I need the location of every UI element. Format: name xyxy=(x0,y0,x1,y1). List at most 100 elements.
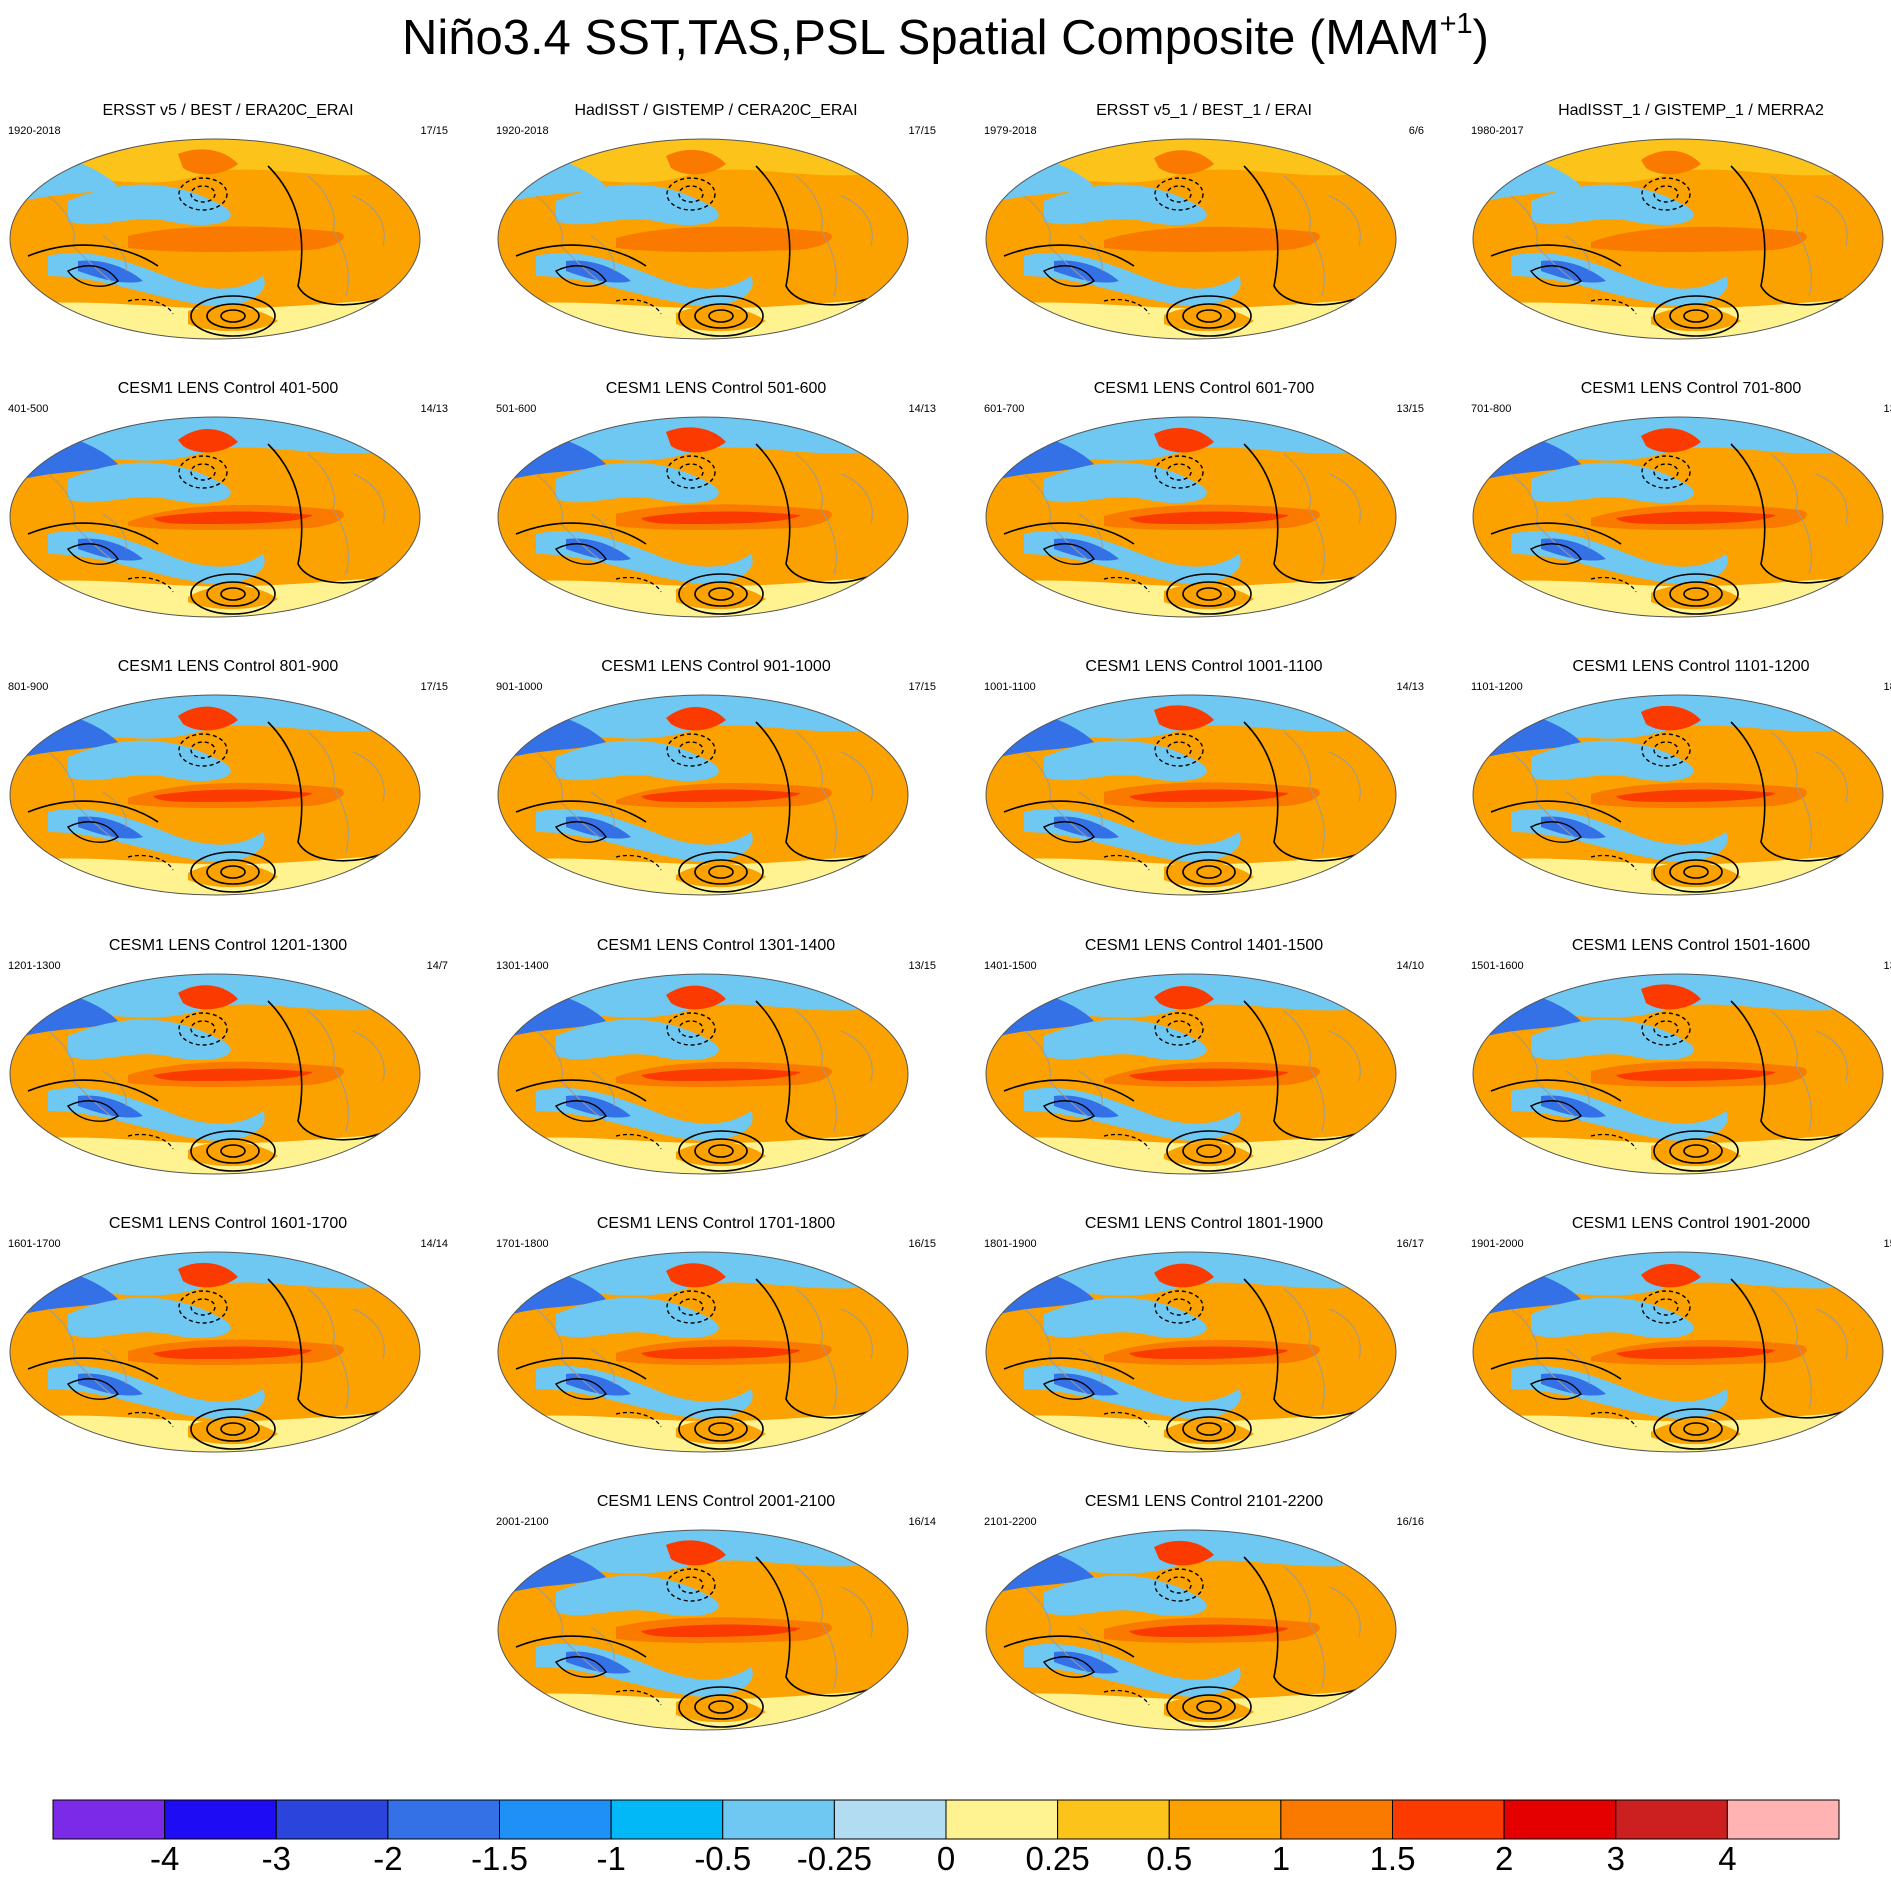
psl-contour xyxy=(1003,721,1365,862)
psl-contour-negative xyxy=(678,463,704,481)
psl-contour xyxy=(678,573,764,615)
equatorial-warm-core xyxy=(1616,789,1776,802)
psl-contour-negative xyxy=(678,1020,704,1038)
composite-panel: CESM1 LENS Control 501-600 501-600 14/13 xyxy=(496,380,936,650)
psl-contour xyxy=(1166,851,1252,893)
psl-contour xyxy=(1529,821,1582,843)
coastline-americas xyxy=(307,453,385,575)
north-pacific-cold-band xyxy=(1531,462,1694,504)
psl-contour xyxy=(1669,1416,1723,1442)
psl-contour xyxy=(66,821,119,843)
arctic-warm-patch xyxy=(178,428,238,453)
psl-contour xyxy=(1683,587,1709,601)
psl-contour xyxy=(1003,1000,1365,1141)
panel-title: CESM1 LENS Control 801-900 xyxy=(117,658,339,675)
panel-title: ERSST v5_1 / BEST_1 / ERAI xyxy=(1096,102,1312,119)
north-pacific-cold-band xyxy=(1044,1297,1207,1339)
composite-panel: CESM1 LENS Control 701-800 701-800 13/15 xyxy=(1471,380,1891,650)
panel-event-count: 14/13 xyxy=(1396,681,1424,693)
colorbar-tick-label: 1 xyxy=(1271,1840,1291,1877)
composite-map xyxy=(9,416,421,618)
psl-contour xyxy=(1529,1100,1582,1122)
psl-contour xyxy=(1196,865,1222,879)
equatorial-warm-core xyxy=(641,233,801,246)
equatorial-warm-core xyxy=(641,789,801,802)
psl-contour xyxy=(1166,1686,1252,1728)
coastline-americas xyxy=(795,731,873,853)
psl-contour xyxy=(1683,309,1709,323)
psl-contour-negative xyxy=(1641,177,1691,211)
panel-period: 2001-2100 xyxy=(496,1516,549,1528)
psl-contour-negative xyxy=(615,576,662,593)
colorbar-segment xyxy=(722,1799,835,1840)
coastline-americas xyxy=(307,1010,385,1132)
composite-panel: CESM1 LENS Control 1201-1300 1201-1300 14/… xyxy=(8,937,448,1207)
psl-contour-negative xyxy=(127,854,174,871)
colorbar-segment xyxy=(1168,1799,1282,1840)
psl-contour xyxy=(1003,165,1365,306)
figure-title: Niño3.4 SST,TAS,PSL Spatial Composite (M… xyxy=(0,9,1891,66)
panel-period: 1920-2018 xyxy=(8,125,61,137)
coastline-americas xyxy=(1770,731,1848,853)
composite-map xyxy=(985,1251,1397,1453)
psl-contour xyxy=(1182,859,1236,885)
psl-contour xyxy=(1182,1138,1236,1164)
psl-contour-negative xyxy=(1653,1298,1679,1316)
psl-contour xyxy=(1042,543,1095,565)
panel-period: 1980-2017 xyxy=(1471,125,1524,137)
psl-contour xyxy=(1669,859,1723,885)
composite-map xyxy=(1472,416,1884,618)
colorbar-tick-label: -1.5 xyxy=(471,1840,528,1877)
panel-period: 1501-1600 xyxy=(1471,960,1524,972)
equatorial-warm-core xyxy=(153,233,313,246)
southern-warm-patch xyxy=(676,863,766,888)
panel-title: CESM1 LENS Control 1401-1500 xyxy=(1084,937,1324,954)
colorbar-segment xyxy=(387,1799,500,1840)
panel-title: CESM1 LENS Control 601-700 xyxy=(1093,380,1315,397)
arctic-warm-patch xyxy=(666,985,726,1010)
composite-map xyxy=(985,138,1397,340)
panel-title: CESM1 LENS Control 501-600 xyxy=(605,380,827,397)
composite-panel: ERSST v5 / BEST / ERA20C_ERAI 1920-2018 17… xyxy=(8,102,448,372)
coastline-americas xyxy=(795,1566,873,1688)
psl-contour xyxy=(1490,721,1852,862)
arctic-warm-patch xyxy=(1641,150,1701,175)
composite-panel: CESM1 LENS Control 1801-1900 1801-1900 16/… xyxy=(984,1215,1424,1485)
composite-map xyxy=(497,1529,909,1731)
psl-contour-negative xyxy=(678,741,704,759)
psl-contour xyxy=(708,1700,734,1714)
psl-contour xyxy=(220,1422,246,1436)
coastline-americas xyxy=(795,453,873,575)
coastline-americas xyxy=(1283,1288,1361,1410)
southern-warm-patch xyxy=(188,863,278,888)
north-pacific-cold-band xyxy=(1044,1019,1207,1061)
psl-contour-negative xyxy=(1154,1568,1204,1602)
map-border xyxy=(1472,694,1884,896)
arctic-warm-patch xyxy=(1641,428,1701,453)
psl-contour-negative xyxy=(678,1298,704,1316)
psl-contour xyxy=(1669,1138,1723,1164)
colorbar-segment xyxy=(1503,1799,1617,1840)
panel-period: 1901-2000 xyxy=(1471,1238,1524,1250)
colorbar-segment xyxy=(1392,1799,1505,1840)
equatorial-warm-core xyxy=(1616,1068,1776,1081)
panel-event-count: 17/15 xyxy=(908,681,936,693)
psl-contour xyxy=(1166,295,1252,337)
coastline-americas xyxy=(1770,1288,1848,1410)
psl-contour-negative xyxy=(1590,576,1637,593)
psl-contour xyxy=(66,543,119,565)
psl-contour xyxy=(1653,1130,1739,1172)
psl-contour-negative xyxy=(1590,1411,1637,1428)
psl-contour xyxy=(694,859,748,885)
colorbar-segment xyxy=(499,1799,612,1840)
psl-contour-negative xyxy=(1641,455,1691,489)
psl-contour xyxy=(708,865,734,879)
psl-contour xyxy=(708,1144,734,1158)
southern-warm-patch xyxy=(188,585,278,610)
arctic-warm-patch xyxy=(666,149,726,175)
colorbar-segment xyxy=(1726,1799,1840,1840)
psl-contour xyxy=(1182,303,1236,329)
panel-title: HadISST / GISTEMP / CERA20C_ERAI xyxy=(574,102,858,119)
psl-contour xyxy=(66,1100,119,1122)
psl-contour-negative xyxy=(1641,1012,1691,1046)
